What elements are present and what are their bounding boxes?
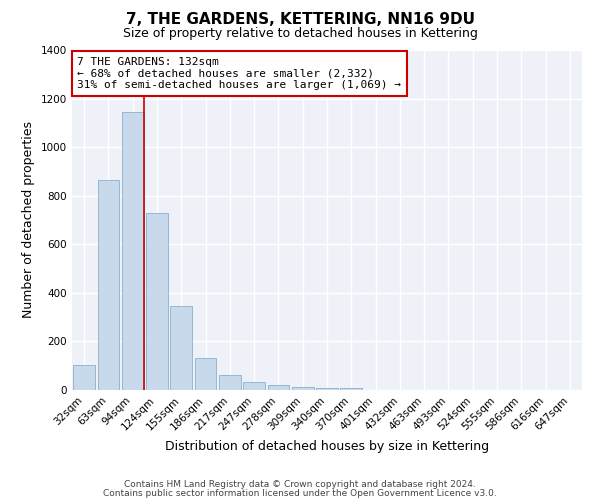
Bar xyxy=(122,112,143,390)
Text: 7 THE GARDENS: 132sqm
← 68% of detached houses are smaller (2,332)
31% of semi-d: 7 THE GARDENS: 132sqm ← 68% of detached … xyxy=(77,57,401,90)
Text: Contains public sector information licensed under the Open Government Licence v3: Contains public sector information licen… xyxy=(103,488,497,498)
Bar xyxy=(292,387,314,390)
Bar xyxy=(97,180,119,390)
Bar xyxy=(243,382,265,390)
Text: 7, THE GARDENS, KETTERING, NN16 9DU: 7, THE GARDENS, KETTERING, NN16 9DU xyxy=(125,12,475,28)
Bar xyxy=(268,385,289,390)
Text: Contains HM Land Registry data © Crown copyright and database right 2024.: Contains HM Land Registry data © Crown c… xyxy=(124,480,476,489)
Bar xyxy=(170,306,192,390)
Bar xyxy=(194,358,217,390)
Bar xyxy=(219,375,241,390)
Y-axis label: Number of detached properties: Number of detached properties xyxy=(22,122,35,318)
Bar xyxy=(340,388,362,390)
Bar xyxy=(316,388,338,390)
Bar xyxy=(146,212,168,390)
X-axis label: Distribution of detached houses by size in Kettering: Distribution of detached houses by size … xyxy=(165,440,489,453)
Bar xyxy=(73,364,95,390)
Text: Size of property relative to detached houses in Kettering: Size of property relative to detached ho… xyxy=(122,28,478,40)
